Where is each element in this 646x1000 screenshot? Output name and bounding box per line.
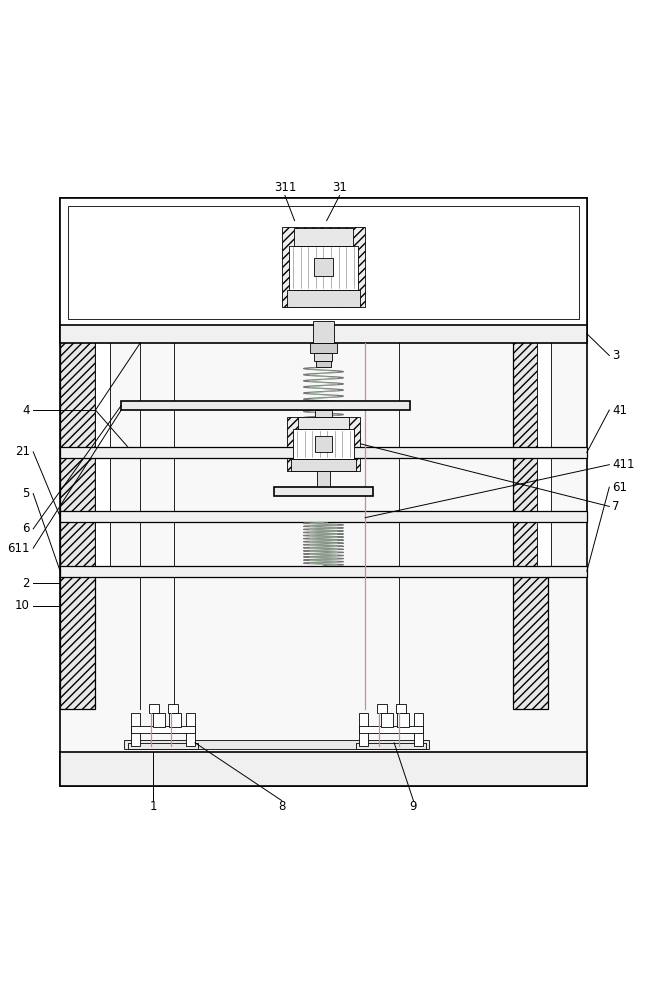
Text: 4: 4 [23, 404, 30, 417]
Bar [128, 743, 198, 749]
Bar [377, 704, 387, 713]
Bar [149, 704, 159, 713]
Bar [289, 246, 358, 290]
Bar [317, 471, 330, 487]
Bar [513, 327, 548, 709]
Text: 5: 5 [23, 487, 30, 500]
Bar [355, 743, 426, 749]
Bar [60, 198, 587, 786]
Text: 2: 2 [23, 577, 30, 590]
Text: 411: 411 [612, 458, 635, 471]
Bar [313, 321, 335, 343]
Text: 21: 21 [15, 445, 30, 458]
Bar [315, 258, 333, 276]
Bar [295, 228, 353, 246]
Bar [60, 325, 587, 343]
Text: 3: 3 [612, 349, 620, 362]
Bar [282, 227, 365, 307]
Text: 7: 7 [612, 500, 620, 513]
Bar [315, 410, 332, 417]
Bar [169, 713, 181, 727]
Bar [68, 206, 579, 319]
Bar [315, 353, 333, 361]
Bar [291, 459, 356, 471]
Text: 311: 311 [274, 181, 296, 194]
Text: 61: 61 [612, 481, 627, 494]
Bar [186, 713, 195, 746]
Bar [60, 327, 96, 709]
Bar [274, 487, 373, 496]
Text: 6: 6 [23, 522, 30, 535]
Bar [310, 343, 337, 353]
Bar [125, 740, 430, 749]
Bar [316, 361, 331, 367]
Bar [397, 713, 409, 727]
Bar [287, 417, 360, 471]
Text: 611: 611 [8, 542, 30, 555]
Text: 41: 41 [612, 404, 627, 417]
Bar [60, 566, 587, 577]
Text: 8: 8 [278, 800, 286, 813]
Bar [537, 330, 552, 577]
Bar [60, 447, 587, 458]
Text: 10: 10 [15, 599, 30, 612]
Bar [60, 752, 587, 786]
Bar [396, 704, 406, 713]
Bar [381, 713, 393, 727]
Text: 9: 9 [410, 800, 417, 813]
Bar [359, 726, 423, 733]
Bar [130, 726, 195, 733]
Bar [60, 511, 587, 522]
Bar [60, 198, 587, 327]
Bar [293, 429, 354, 459]
Bar [414, 713, 423, 746]
Bar [287, 290, 360, 307]
Bar [168, 704, 178, 713]
Bar [359, 713, 368, 746]
Text: 1: 1 [149, 800, 157, 813]
Bar [130, 713, 140, 746]
Text: 31: 31 [332, 181, 347, 194]
Bar [298, 417, 349, 429]
Bar [315, 436, 331, 452]
Bar [153, 713, 165, 727]
Bar [96, 330, 110, 577]
Bar [121, 401, 410, 410]
